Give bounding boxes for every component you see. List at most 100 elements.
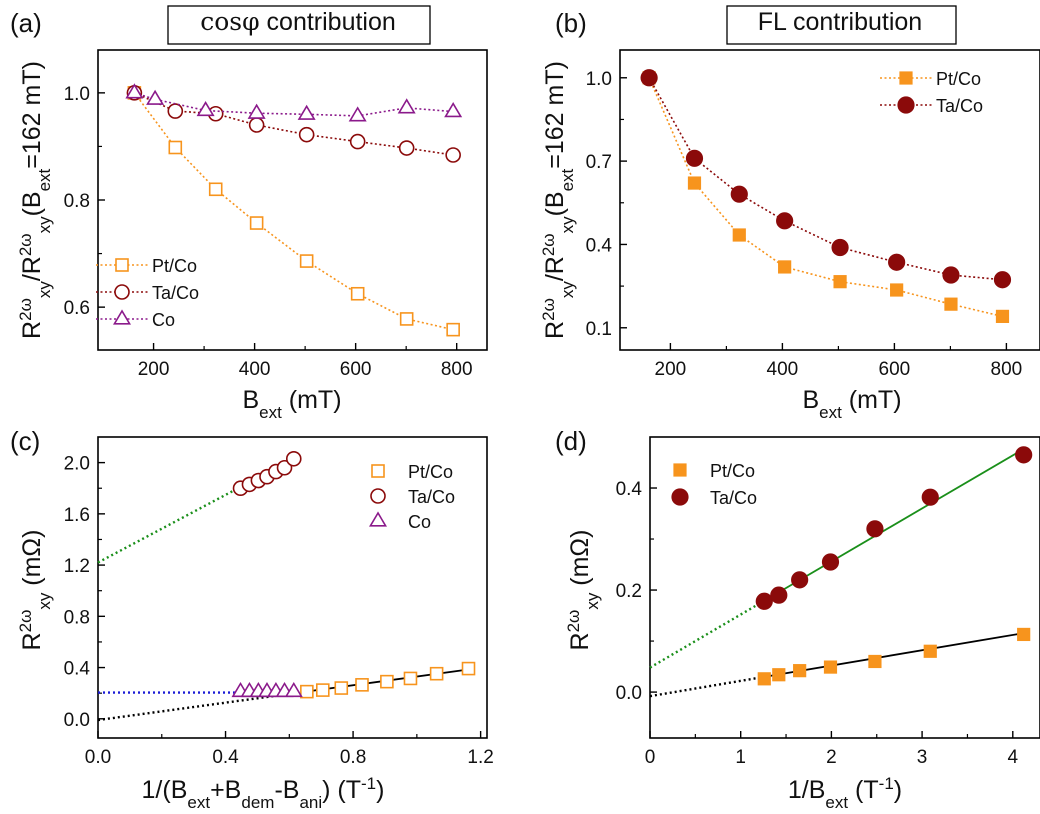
legend-label: Pt/Co [710, 461, 755, 481]
panel-title-box [726, 5, 957, 45]
plot-frame [619, 49, 1040, 351]
panel-title-box [167, 5, 431, 45]
y-tick-label: 1.2 [64, 556, 90, 577]
data-point [315, 683, 330, 697]
y-tick-label: 0.4 [586, 235, 613, 256]
panel-b: (b) FL contribution 200 400 600 800 0.1 0.4 0.7 1… [539, 5, 1040, 422]
legend-label: Ta/Co [152, 283, 199, 303]
series-line [134, 92, 454, 156]
data-point [348, 106, 367, 122]
panel-d: (d) 0 1 2 3 4 0.0 0.2 0.4 1/Bext (T-1) R2ωxy (mΩ) P… [555, 426, 1040, 812]
data-point [944, 297, 958, 311]
x-tick-label: 800 [441, 359, 473, 380]
data-point [831, 238, 849, 257]
legend-marker [899, 71, 913, 85]
x-tick-label: 600 [340, 359, 372, 380]
fit-line-extrapolated [649, 599, 765, 669]
data-point [868, 654, 882, 669]
x-axis-label: Bext (mT) [802, 386, 901, 422]
y-tick-label: 2.0 [64, 454, 90, 475]
data-point [276, 459, 293, 476]
data-point [298, 126, 315, 143]
x-tick-label: 2 [826, 747, 837, 768]
x-axis-label: 1/Bext (T-1) [788, 774, 902, 812]
legend-marker [897, 96, 915, 114]
data-point [299, 254, 314, 268]
series-line [648, 77, 1003, 318]
data-point [640, 69, 658, 87]
y-tick-label: 0.8 [64, 607, 90, 628]
x-tick-label: 1 [735, 747, 746, 768]
legend-marker [115, 258, 129, 272]
legend-label: Ta/Co [936, 96, 983, 116]
data-point [398, 140, 415, 156]
x-tick-label: 400 [239, 359, 271, 380]
series-line [133, 92, 454, 331]
x-tick-label: 200 [655, 359, 687, 380]
fit-line [763, 448, 1025, 602]
data-point [300, 684, 314, 699]
y-axis-label: R2ωxy/R2ωxy(Bext=162 mT) [539, 61, 577, 339]
data-point [823, 660, 838, 674]
data-point [397, 98, 416, 114]
panel-title: cosφ contribution [200, 7, 396, 36]
data-point [755, 592, 773, 610]
legend: Pt/Co Ta/Co Co [96, 256, 199, 330]
data-point [776, 212, 794, 230]
data-point [249, 216, 264, 230]
data-point [866, 520, 884, 538]
data-point [461, 661, 476, 676]
legend-marker [671, 488, 689, 506]
fit-line-extrapolated [649, 675, 765, 698]
legend-label: Co [408, 512, 431, 532]
data-point [793, 664, 807, 678]
y-tick-label: 0.0 [616, 683, 642, 704]
data-point [995, 309, 1010, 323]
series-line [134, 92, 454, 117]
data-point [730, 185, 748, 203]
x-tick-label: 4 [1008, 747, 1019, 768]
fit-line [764, 632, 1024, 678]
data-point [685, 149, 704, 167]
data-point [334, 681, 349, 695]
data-point [403, 671, 418, 686]
y-axis-label: R2ωxy (mΩ) [16, 530, 54, 651]
x-tick-label: 1.2 [467, 747, 493, 768]
x-tick-label: 600 [879, 359, 911, 380]
data-point [993, 271, 1012, 289]
legend-label: Pt/Co [152, 256, 197, 276]
panel-c: (c) 0.0 0.4 0.8 1.2 0.0 0.4 0.8 1.2 1.6 2.0 1/(Bext… [10, 426, 494, 812]
data-point [923, 644, 937, 658]
y-axis-label: R2ωxy/R2ωxy(Bext=162 mT) [16, 61, 54, 339]
y-tick-label: 1.0 [586, 69, 612, 90]
legend-label: Pt/Co [936, 69, 981, 89]
legend-marker [368, 511, 388, 527]
plot-frame [649, 436, 1040, 739]
legend: Pt/Co Ta/Co Co [368, 462, 455, 532]
x-tick-label: 3 [917, 747, 928, 768]
data-point [732, 228, 746, 242]
legend-label: Ta/Co [710, 488, 757, 508]
data-point [833, 275, 847, 289]
x-tick-label: 0.8 [340, 747, 366, 768]
data-point [821, 553, 840, 571]
data-point [196, 100, 215, 117]
data-point [791, 571, 809, 589]
data-point [167, 103, 184, 119]
data-point [380, 674, 394, 689]
panel-label: (d) [555, 426, 587, 456]
x-tick-label: 0.4 [212, 747, 239, 768]
data-point [146, 89, 165, 105]
plot-frame [97, 436, 488, 739]
data-point [757, 672, 771, 686]
x-tick-label: 0 [645, 747, 656, 768]
y-tick-label: 0.8 [64, 191, 90, 212]
data-point [921, 488, 939, 506]
panel-label: (b) [555, 8, 587, 38]
data-point [247, 103, 266, 119]
legend-marker [112, 309, 132, 325]
panel-label: (c) [10, 426, 40, 456]
data-point [1015, 446, 1033, 464]
legend-marker [371, 464, 385, 478]
legend-label: Ta/Co [408, 487, 455, 507]
